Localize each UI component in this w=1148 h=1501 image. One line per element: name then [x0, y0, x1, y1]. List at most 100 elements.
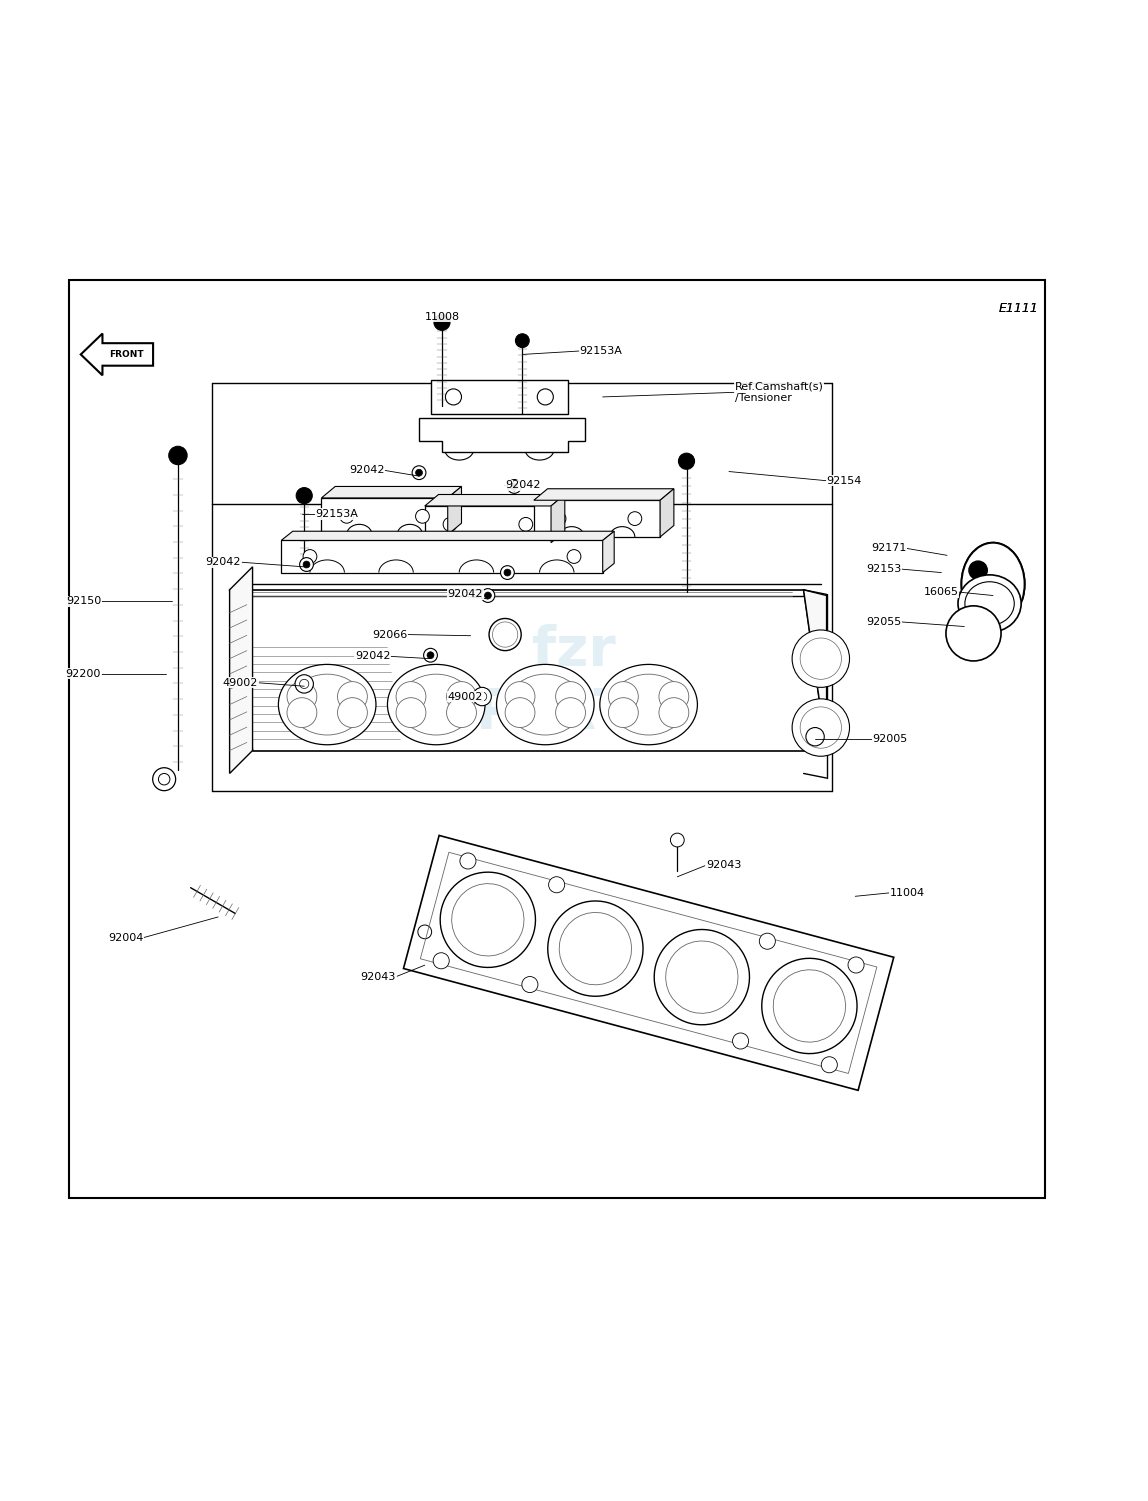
- Circle shape: [848, 958, 864, 973]
- Circle shape: [519, 518, 533, 531]
- Polygon shape: [403, 836, 894, 1090]
- Circle shape: [287, 681, 317, 711]
- Text: 92043: 92043: [706, 860, 742, 871]
- Ellipse shape: [496, 665, 595, 744]
- Circle shape: [447, 698, 476, 728]
- Circle shape: [505, 698, 535, 728]
- Text: 11008: 11008: [425, 312, 459, 321]
- Circle shape: [511, 483, 518, 489]
- Circle shape: [478, 692, 487, 701]
- Polygon shape: [448, 486, 461, 534]
- Circle shape: [515, 333, 529, 348]
- Polygon shape: [603, 531, 614, 572]
- Circle shape: [946, 606, 1001, 660]
- Text: 92153A: 92153A: [316, 509, 358, 519]
- Circle shape: [792, 630, 850, 687]
- Text: 92153A: 92153A: [580, 347, 622, 356]
- Circle shape: [445, 389, 461, 405]
- Ellipse shape: [507, 674, 582, 735]
- Text: 92042: 92042: [205, 557, 241, 567]
- Circle shape: [484, 591, 491, 599]
- Circle shape: [522, 977, 538, 992]
- Bar: [281, 540, 603, 572]
- Text: 49002: 49002: [223, 678, 258, 687]
- Text: 16065: 16065: [924, 587, 959, 597]
- Circle shape: [300, 680, 309, 689]
- Circle shape: [567, 549, 581, 563]
- Circle shape: [460, 853, 476, 869]
- Circle shape: [608, 681, 638, 711]
- Ellipse shape: [957, 575, 1022, 632]
- Text: 11004: 11004: [890, 889, 925, 898]
- Circle shape: [412, 465, 426, 480]
- Bar: [321, 498, 448, 534]
- Polygon shape: [551, 494, 565, 543]
- Circle shape: [759, 934, 775, 949]
- Ellipse shape: [666, 941, 738, 1013]
- Circle shape: [628, 512, 642, 525]
- Ellipse shape: [387, 665, 486, 744]
- Ellipse shape: [451, 884, 523, 956]
- Circle shape: [287, 698, 317, 728]
- Circle shape: [495, 624, 515, 645]
- Circle shape: [501, 566, 514, 579]
- Polygon shape: [534, 489, 674, 500]
- Circle shape: [295, 675, 313, 693]
- Ellipse shape: [400, 674, 474, 735]
- Polygon shape: [321, 486, 461, 498]
- Ellipse shape: [559, 913, 631, 985]
- Text: 92043: 92043: [360, 971, 396, 982]
- Text: E1111: E1111: [999, 302, 1039, 315]
- Circle shape: [678, 453, 695, 470]
- Bar: [962, 578, 980, 591]
- Circle shape: [338, 681, 367, 711]
- Circle shape: [153, 767, 176, 791]
- Bar: [425, 506, 551, 543]
- Circle shape: [416, 509, 429, 524]
- Circle shape: [396, 681, 426, 711]
- Circle shape: [492, 621, 518, 647]
- Circle shape: [473, 687, 491, 705]
- Text: Ref.Camshaft(s)
/Tensioner: Ref.Camshaft(s) /Tensioner: [735, 381, 823, 404]
- Ellipse shape: [278, 665, 375, 744]
- Circle shape: [443, 518, 457, 531]
- Text: fzr
PARTS: fzr PARTS: [475, 623, 673, 740]
- Circle shape: [800, 638, 841, 680]
- Circle shape: [296, 488, 312, 504]
- Text: 92004: 92004: [108, 932, 144, 943]
- Circle shape: [416, 470, 422, 476]
- Ellipse shape: [762, 958, 858, 1054]
- Ellipse shape: [599, 665, 697, 744]
- Text: FRONT: FRONT: [109, 350, 144, 359]
- Circle shape: [158, 773, 170, 785]
- Bar: [430, 380, 568, 414]
- Circle shape: [507, 480, 521, 494]
- Circle shape: [556, 698, 585, 728]
- Circle shape: [427, 651, 434, 659]
- Text: 92200: 92200: [65, 668, 101, 678]
- Polygon shape: [425, 494, 565, 506]
- Circle shape: [424, 648, 437, 662]
- Circle shape: [338, 698, 367, 728]
- Circle shape: [303, 561, 310, 567]
- Circle shape: [670, 833, 684, 847]
- Circle shape: [340, 509, 354, 524]
- Circle shape: [300, 558, 313, 572]
- Circle shape: [504, 569, 511, 576]
- Ellipse shape: [961, 543, 1024, 626]
- Circle shape: [489, 618, 521, 650]
- Circle shape: [433, 953, 449, 968]
- Circle shape: [549, 877, 565, 893]
- Circle shape: [481, 588, 495, 602]
- Ellipse shape: [964, 582, 1015, 626]
- Ellipse shape: [289, 674, 364, 735]
- Ellipse shape: [440, 872, 535, 968]
- Circle shape: [821, 1057, 837, 1073]
- Circle shape: [505, 681, 535, 711]
- Text: 92042: 92042: [505, 480, 541, 491]
- Polygon shape: [80, 333, 153, 375]
- Circle shape: [537, 389, 553, 405]
- Text: 49002: 49002: [448, 692, 483, 701]
- Circle shape: [969, 561, 987, 579]
- Circle shape: [447, 681, 476, 711]
